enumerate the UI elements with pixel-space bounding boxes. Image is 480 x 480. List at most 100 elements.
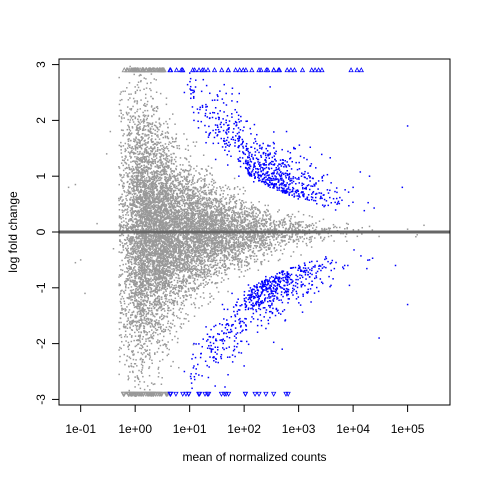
grey-point-3547 <box>210 167 213 169</box>
grey-point-976 <box>216 239 219 242</box>
grey-point-1697 <box>202 209 205 212</box>
grey-point-3457 <box>169 270 172 273</box>
grey-point-2458 <box>183 279 186 282</box>
grey-point-3262 <box>175 211 178 214</box>
grey-point-1410 <box>132 167 135 170</box>
grey-point-1949 <box>198 178 200 180</box>
grey-point-2943 <box>216 248 218 251</box>
grey-point-3829 <box>154 200 156 203</box>
grey-point-4534 <box>232 198 234 201</box>
grey-point-2386 <box>135 339 138 342</box>
grey-point-1935 <box>148 154 151 157</box>
grey-point-2513 <box>143 252 146 254</box>
grey-point-3628 <box>274 223 276 226</box>
grey-point-2192 <box>162 173 164 176</box>
grey-point-2610 <box>123 227 125 229</box>
grey-point-971 <box>126 208 129 210</box>
grey-point-2117 <box>142 248 144 251</box>
grey-point-4556 <box>133 195 135 198</box>
grey-point-2524 <box>198 172 200 174</box>
grey-point-2740 <box>165 345 167 348</box>
grey-point-919 <box>260 263 263 266</box>
grey-point-3343 <box>124 363 126 366</box>
grey-point-2818 <box>171 284 173 286</box>
grey-point-1994 <box>135 282 137 284</box>
grey-point-3055 <box>204 243 206 245</box>
grey-point-4901 <box>127 180 129 183</box>
grey-point-2090 <box>151 138 153 140</box>
grey-point-95 <box>140 259 143 261</box>
grey-point-3929 <box>201 259 203 261</box>
grey-point-4745 <box>186 246 189 249</box>
grey-point-393 <box>240 247 243 250</box>
grey-point-693 <box>176 269 178 272</box>
grey-point-2874 <box>153 146 156 148</box>
grey-point-1121 <box>259 212 261 214</box>
grey-point-3311 <box>141 197 143 200</box>
grey-point-2552 <box>193 197 196 199</box>
grey-point-516 <box>127 133 130 135</box>
grey-point-2485 <box>162 166 164 169</box>
grey-point-3608 <box>149 291 151 293</box>
grey-point-2614 <box>151 135 153 137</box>
grey-point-3516 <box>162 223 165 225</box>
grey-point-3204 <box>188 223 190 226</box>
grey-point-2588 <box>145 340 147 342</box>
grey-point-4509 <box>131 298 133 301</box>
grey-point-2980 <box>130 150 132 153</box>
grey-point-1299 <box>145 279 147 281</box>
grey-point-4991 <box>159 237 161 240</box>
grey-point-3736 <box>152 283 154 285</box>
grey-point-657 <box>191 257 193 260</box>
grey-point-1823 <box>183 265 186 267</box>
grey-point-67 <box>294 229 296 231</box>
grey-point-181 <box>172 259 175 262</box>
grey-point-2383 <box>158 228 160 231</box>
grey-point-4200 <box>135 189 138 191</box>
grey-point-4117 <box>177 295 180 297</box>
grey-point-1951 <box>136 169 138 171</box>
grey-point-4581 <box>193 209 195 212</box>
grey-point-1568 <box>295 238 298 241</box>
grey-point-1092 <box>128 220 130 222</box>
grey-point-3575 <box>165 239 167 242</box>
grey-point-3623 <box>215 202 218 204</box>
grey-point-3013 <box>143 125 145 127</box>
grey-point-2613 <box>167 283 169 286</box>
grey-point-2887 <box>146 117 148 120</box>
grey-point-480 <box>127 287 130 289</box>
grey-point-4799 <box>137 133 139 135</box>
grey-point-1955 <box>225 229 228 232</box>
grey-point-2679 <box>161 190 164 193</box>
grey-point-710 <box>148 190 150 193</box>
grey-point-4589 <box>229 237 231 240</box>
grey-point-1508 <box>123 302 126 305</box>
grey-point-3975 <box>181 192 184 195</box>
grey-point-2701 <box>163 288 166 290</box>
grey-point-2187 <box>158 176 161 179</box>
grey-point-1286 <box>124 90 126 93</box>
grey-point-4298 <box>127 252 129 254</box>
grey-point-642 <box>141 159 144 162</box>
grey-point-1498 <box>153 293 156 296</box>
grey-point-3670 <box>176 194 179 196</box>
grey-point-1397 <box>156 195 158 198</box>
grey-point-2220 <box>133 363 136 365</box>
grey-point-3527 <box>173 158 176 161</box>
grey-point-3060 <box>346 226 348 229</box>
grey-point-3859 <box>127 223 130 225</box>
grey-point-2746 <box>172 192 175 194</box>
grey-point-5019 <box>177 252 180 254</box>
grey-point-1688 <box>202 221 204 224</box>
grey-point-3517 <box>150 165 153 167</box>
grey-point-1051 <box>257 269 260 271</box>
grey-point-1036 <box>131 170 133 173</box>
grey-point-3123 <box>241 222 243 225</box>
grey-point-3989 <box>134 203 136 206</box>
grey-point-2753 <box>190 242 193 244</box>
grey-point-886 <box>130 196 132 199</box>
grey-point-2159 <box>151 325 154 327</box>
grey-point-1405 <box>201 263 204 265</box>
grey-point-2694 <box>183 250 186 252</box>
grey-point-4893 <box>261 260 263 263</box>
